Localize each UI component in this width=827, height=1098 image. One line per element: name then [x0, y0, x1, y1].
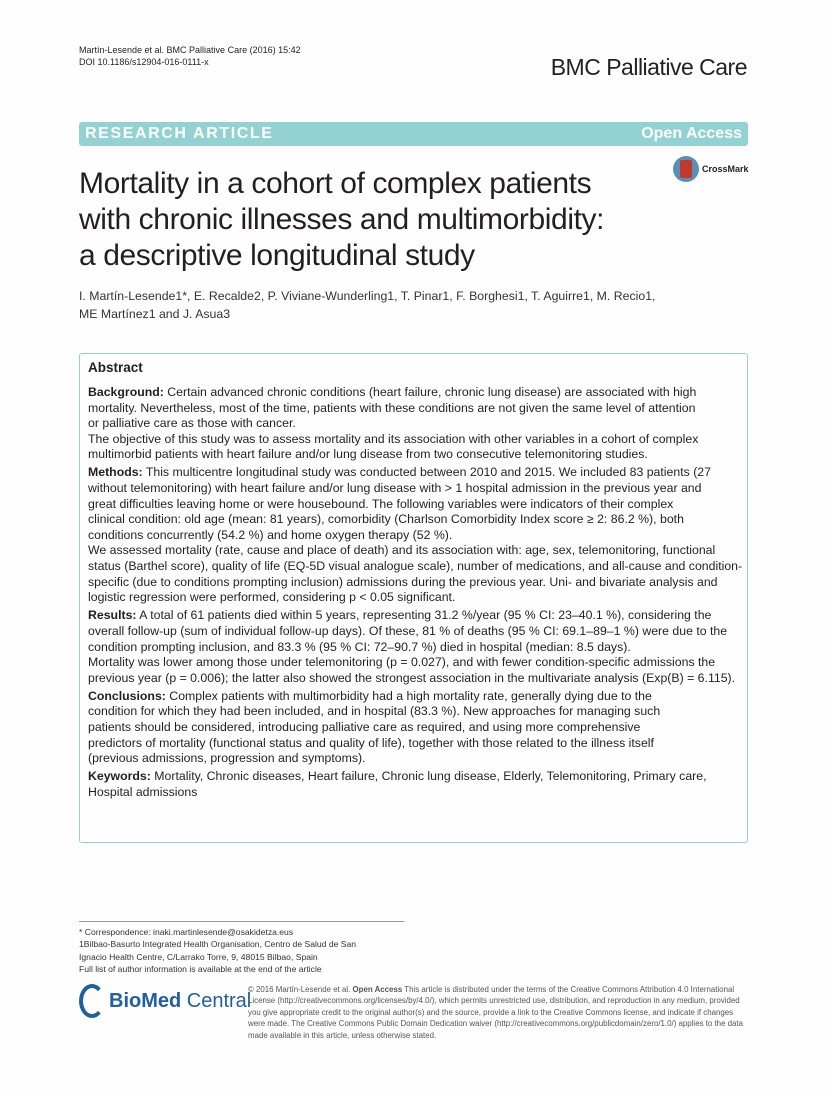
abstract-line: status (Barthel score), quality of life …	[88, 559, 742, 575]
line-text: conditions concurrently (54.2 %) and hom…	[88, 527, 453, 542]
line-text: logistic regression were performed, cons…	[88, 590, 456, 605]
abstract-line: previous year (p = 0.006); the latter al…	[88, 671, 742, 687]
line-text: This multicentre longitudinal study was …	[142, 465, 711, 480]
title-line: a descriptive longitudinal study	[79, 239, 475, 272]
correspondence: * Correspondence: inaki.martinlesende@os…	[79, 927, 294, 937]
doi[interactable]: DOI 10.1186/s12904-016-0111-x	[79, 57, 209, 67]
abstract-section: Background: Certain advanced chronic con…	[88, 385, 742, 463]
title-line: Mortality in a cohort of complex patient…	[79, 167, 592, 200]
abstract-section: Results: A total of 61 patients died wit…	[88, 608, 742, 686]
author-info-note: Full list of author information is avail…	[79, 963, 322, 974]
abstract-line: conditions concurrently (54.2 %) and hom…	[88, 528, 742, 544]
abstract-line: Conclusions: Complex patients with multi…	[88, 689, 742, 705]
abstract-heading: Abstract	[88, 360, 143, 375]
abstract-line: specific (due to conditions prompting in…	[88, 575, 742, 591]
article-title: Mortality in a cohort of complex patient…	[79, 166, 604, 274]
logo-bold: BioMed	[109, 989, 182, 1012]
license-body: This article is distributed under the te…	[248, 985, 744, 1040]
line-text: without telemonitoring) with heart failu…	[88, 481, 702, 496]
article-banner: RESEARCH ARTICLE Open Access	[79, 122, 748, 146]
section-label: Methods:	[88, 465, 143, 480]
footnote-divider	[79, 921, 404, 922]
line-text: Complex patients with multimorbidity had…	[165, 688, 652, 703]
abstract-line: predictors of mortality (functional stat…	[88, 736, 742, 752]
abstract-line: logistic regression were performed, cons…	[88, 590, 742, 606]
line-text: mortality. Nevertheless, most of the tim…	[88, 400, 696, 415]
abstract-line: great difficulties leaving home or were …	[88, 497, 742, 513]
abstract-line: clinical condition: old age (mean: 81 ye…	[88, 512, 742, 528]
abstract-line: mortality. Nevertheless, most of the tim…	[88, 401, 742, 417]
affiliation-cont: Ignacio Health Centre, C/Larrako Torre, …	[79, 951, 318, 962]
abstract-line: The objective of this study was to asses…	[88, 432, 742, 448]
line-text: condition prompting inclusion, and 83.3 …	[88, 639, 631, 654]
line-text: status (Barthel score), quality of life …	[88, 559, 743, 574]
line-text: Hospital admissions	[88, 784, 198, 799]
author-line: I. Martín-Lesende1*, E. Recalde2, P. Viv…	[79, 289, 656, 303]
section-label: Conclusions:	[88, 688, 166, 703]
abstract-line: Mortality was lower among those under te…	[88, 655, 742, 671]
footnotes: * Correspondence: inaki.martinlesende@os…	[79, 926, 356, 975]
abstract-line: (previous admissions, progression and sy…	[88, 751, 742, 767]
line-text: clinical condition: old age (mean: 81 ye…	[88, 512, 684, 527]
logo-light: Central	[181, 989, 252, 1012]
line-text: A total of 61 patients died within 5 yea…	[136, 608, 712, 623]
journal-name: BMC Palliative Care	[550, 54, 748, 80]
biomed-central-logo: BioMed Central	[79, 984, 251, 1018]
line-text: condition for which they had been includ…	[88, 704, 661, 719]
abstract-line: overall follow-up (sum of individual fol…	[88, 624, 742, 640]
abstract-section: Keywords: Mortality, Chronic diseases, H…	[88, 769, 742, 800]
abstract-line: without telemonitoring) with heart failu…	[88, 481, 742, 497]
line-text: patients should be considered, introduci…	[88, 719, 641, 734]
open-access-label: Open Access	[641, 125, 742, 142]
abstract-line: patients should be considered, introduci…	[88, 720, 742, 736]
abstract-line: We assessed mortality (rate, cause and p…	[88, 543, 742, 559]
line-text: multimorbid patients with heart failure …	[88, 447, 648, 462]
abstract-box: Abstract Background: Certain advanced ch…	[79, 353, 748, 843]
section-label: Results:	[88, 608, 137, 623]
line-text: The objective of this study was to asses…	[88, 431, 699, 446]
crossmark-badge[interactable]: CrossMark	[673, 156, 749, 182]
affiliation: 1Bilbao-Basurto Integrated Health Organi…	[79, 939, 357, 950]
line-text: We assessed mortality (rate, cause and p…	[88, 543, 716, 558]
abstract-section: Methods: This multicentre longitudinal s…	[88, 465, 742, 605]
crossmark-label: CrossMark	[702, 164, 749, 174]
citation-line: Martín-Lesende et al. BMC Palliative Car…	[79, 45, 301, 55]
title-line: with chronic illnesses and multimorbidit…	[79, 203, 605, 236]
license-text: © 2016 Martín-Lesende et al. Open Access…	[248, 984, 748, 1041]
author-line: ME Martínez1 and J. Asua3	[79, 307, 231, 321]
line-text: or palliative care as those with cancer.	[88, 416, 296, 431]
abstract-line: Background: Certain advanced chronic con…	[88, 385, 742, 401]
running-header: Martín-Lesende et al. BMC Palliative Car…	[79, 44, 301, 68]
line-text: previous year (p = 0.006); the latter al…	[88, 670, 736, 685]
abstract-line: Results: A total of 61 patients died wit…	[88, 608, 742, 624]
abstract-line: condition for which they had been includ…	[88, 704, 742, 720]
line-text: predictors of mortality (functional stat…	[88, 735, 654, 750]
abstract-body: Background: Certain advanced chronic con…	[88, 385, 742, 803]
line-text: Mortality, Chronic diseases, Heart failu…	[150, 769, 707, 784]
line-text: specific (due to conditions prompting in…	[88, 574, 718, 589]
section-label: Background:	[88, 385, 164, 399]
abstract-line: Methods: This multicentre longitudinal s…	[88, 465, 742, 481]
abstract-line: or palliative care as those with cancer.	[88, 416, 742, 432]
line-text: overall follow-up (sum of individual fol…	[88, 623, 728, 638]
line-text: Certain advanced chronic conditions (hea…	[163, 385, 697, 399]
abstract-section: Conclusions: Complex patients with multi…	[88, 689, 742, 767]
license-open-access: Open Access	[352, 985, 403, 994]
license-prefix: © 2016 Martín-Lesende et al.	[248, 985, 353, 994]
abstract-line: Keywords: Mortality, Chronic diseases, H…	[88, 769, 742, 785]
line-text: Mortality was lower among those under te…	[88, 655, 716, 670]
article-type: RESEARCH ARTICLE	[85, 125, 274, 142]
section-label: Keywords:	[88, 769, 151, 784]
line-text: (previous admissions, progression and sy…	[88, 751, 366, 766]
abstract-line: Hospital admissions	[88, 785, 742, 801]
line-text: great difficulties leaving home or were …	[88, 496, 674, 511]
author-list: I. Martín-Lesende1*, E. Recalde2, P. Viv…	[79, 287, 655, 323]
abstract-line: condition prompting inclusion, and 83.3 …	[88, 640, 742, 656]
abstract-line: multimorbid patients with heart failure …	[88, 447, 742, 463]
crossmark-icon	[673, 156, 699, 182]
biomed-logo-icon	[79, 984, 105, 1018]
